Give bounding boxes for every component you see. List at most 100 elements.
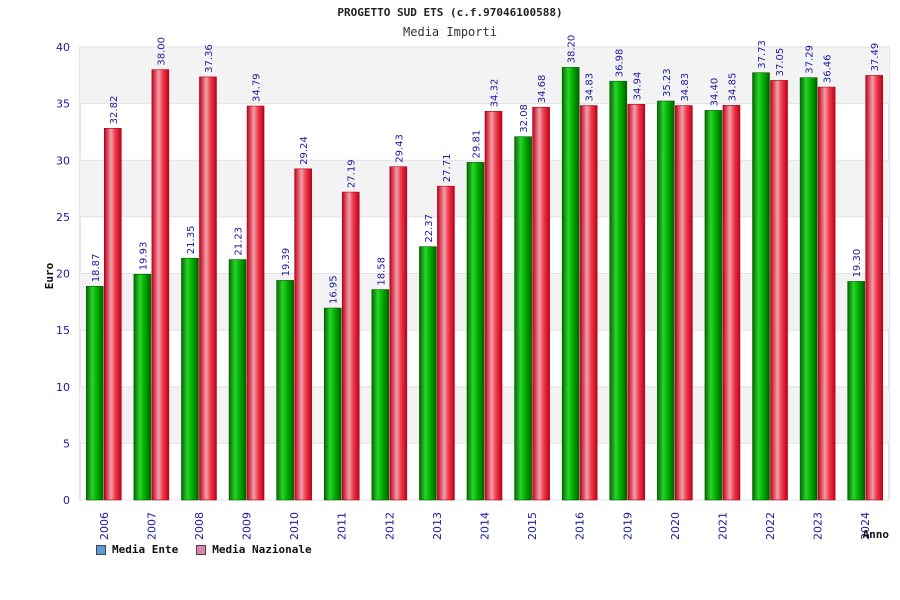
x-tick-label: 2020 (669, 512, 682, 540)
x-tick-label: 2006 (98, 512, 111, 540)
y-tick-label: 15 (56, 324, 70, 337)
x-tick-label: 2015 (526, 512, 539, 540)
x-tick-label: 2024 (859, 512, 872, 540)
bar-media-nazionale-2022 (770, 80, 788, 501)
bar-media-nazionale-2008 (199, 76, 217, 501)
bar-media-ente-2019 (609, 80, 628, 501)
bar-value-label: 32.82 (109, 96, 120, 125)
bar-value-label: 34.40 (709, 78, 720, 107)
bar-media-ente-2024 (847, 281, 866, 501)
bar-media-ente-2011 (323, 307, 342, 501)
bar-value-label: 27.71 (442, 154, 453, 183)
bar-value-label: 34.68 (537, 75, 548, 104)
bar-value-label: 29.81 (472, 130, 483, 159)
bar-media-ente-2020 (657, 100, 675, 501)
bar-media-ente-2010 (276, 280, 294, 501)
y-axis-ticks: 0 5 10 15 20 25 30 35 40 (56, 41, 70, 507)
bar-media-ente-2007 (133, 273, 152, 501)
x-tick-label: 2022 (764, 512, 777, 540)
x-tick-label: 2023 (812, 512, 825, 540)
bar-value-label: 19.39 (281, 248, 292, 277)
legend-swatch-media-ente (96, 544, 106, 555)
bar-value-label: 18.87 (91, 254, 102, 283)
chart-subtitle: Media Importi (403, 25, 497, 39)
bar-value-label: 19.93 (138, 242, 149, 271)
y-tick-label: 10 (56, 381, 70, 394)
bar-media-ente-2008 (181, 257, 199, 501)
x-tick-label: 2008 (193, 512, 206, 540)
y-tick-label: 30 (56, 154, 70, 167)
bar-value-labels: 18.87 32.82 19.93 38.00 21.35 37.36 21.23 34.79… (91, 35, 881, 304)
bars (85, 67, 884, 501)
y-tick-label: 5 (63, 437, 70, 450)
bar-media-ente-2022 (752, 72, 770, 501)
bar-value-label: 37.36 (204, 44, 215, 73)
x-tick-label: 2011 (336, 512, 349, 540)
bar-media-nazionale-2019 (627, 104, 646, 501)
bar-value-label: 32.08 (519, 104, 530, 133)
y-tick-label: 25 (56, 211, 70, 224)
bar-value-label: 37.05 (775, 48, 786, 77)
x-tick-label: 2016 (574, 512, 587, 540)
bar-media-ente-2015 (514, 136, 532, 501)
bar-media-nazionale-2013 (437, 185, 455, 501)
bar-media-ente-2014 (466, 162, 485, 501)
x-tick-label: 2019 (621, 512, 634, 540)
y-tick-label: 35 (56, 98, 70, 111)
bar-media-nazionale-2009 (246, 105, 265, 501)
bar-value-label: 34.94 (632, 72, 643, 101)
bar-value-label: 29.43 (394, 134, 405, 163)
bar-value-label: 37.49 (870, 43, 881, 72)
bar-value-label: 34.83 (680, 73, 691, 102)
x-tick-label: 2009 (241, 512, 254, 540)
bar-media-nazionale-2014 (484, 111, 503, 501)
bar-media-nazionale-2006 (103, 128, 122, 501)
bar-value-label: 34.32 (490, 79, 501, 108)
bar-value-label: 21.23 (234, 227, 245, 256)
bar-media-nazionale-2011 (341, 191, 360, 501)
bar-media-ente-2023 (799, 77, 818, 501)
bar-value-label: 27.19 (347, 159, 358, 188)
legend-label-media-nazionale: Media Nazionale (212, 543, 312, 556)
x-axis-ticks: 2006 2007 2008 2009 2010 2011 2012 2013 2014 2015… (98, 512, 872, 540)
bar-media-nazionale-2021 (722, 105, 741, 501)
legend: Media Ente Media Nazionale (96, 543, 312, 556)
x-tick-label: 2012 (383, 512, 396, 540)
bar-media-ente-2013 (419, 246, 437, 501)
y-tick-label: 40 (56, 41, 70, 54)
x-tick-label: 2013 (431, 512, 444, 540)
bar-value-label: 16.95 (329, 275, 340, 304)
legend-swatch-media-nazionale (196, 544, 207, 555)
bar-value-label: 34.85 (727, 73, 738, 102)
x-tick-label: 2010 (288, 512, 301, 540)
x-tick-label: 2021 (716, 512, 729, 540)
bar-value-label: 21.35 (186, 226, 197, 255)
bar-value-label: 35.23 (662, 68, 673, 97)
bar-value-label: 38.00 (156, 37, 167, 66)
x-tick-label: 2014 (479, 512, 492, 540)
bar-media-ente-2012 (371, 289, 390, 501)
bar-value-label: 19.30 (852, 249, 863, 278)
bar-value-label: 37.29 (805, 45, 816, 74)
bar-media-ente-2006 (85, 285, 104, 501)
bar-value-label: 22.37 (424, 214, 435, 243)
legend-item-media-nazionale: Media Nazionale (196, 543, 312, 556)
bar-media-ente-2021 (704, 110, 723, 501)
x-axis-label: Anno (863, 528, 890, 541)
bar-value-label: 34.79 (252, 73, 263, 102)
bar-value-label: 38.20 (567, 35, 578, 64)
bar-value-label: 18.58 (376, 257, 387, 286)
y-tick-label: 20 (56, 268, 70, 281)
bar-value-label: 36.98 (614, 49, 625, 78)
legend-label-media-ente: Media Ente (112, 543, 179, 556)
chart-title: PROGETTO SUD ETS (c.f.97046100588) (337, 6, 563, 19)
bar-media-nazionale-2024 (865, 75, 884, 501)
bar-media-ente-2009 (228, 259, 247, 501)
x-tick-label: 2007 (145, 512, 158, 540)
y-axis-label: Euro (43, 262, 56, 289)
bar-media-nazionale-2015 (532, 106, 550, 501)
bar-media-nazionale-2023 (817, 86, 836, 501)
bar-value-label: 29.24 (299, 136, 310, 165)
bar-value-label: 34.83 (585, 73, 596, 102)
